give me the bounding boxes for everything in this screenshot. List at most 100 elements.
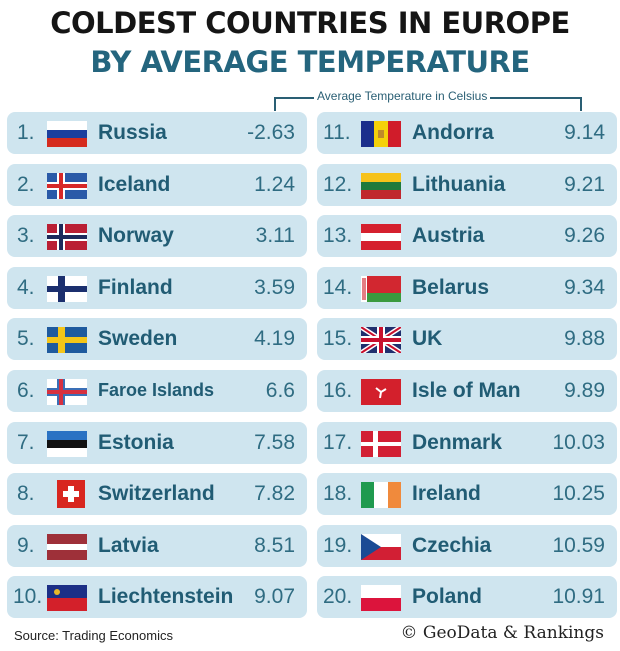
table-row: 2. Iceland 1.24	[7, 163, 307, 206]
austria-flag-icon	[361, 224, 401, 251]
table-row: 13. Austria 9.26	[317, 215, 617, 258]
table-row: 8. Switzerland 7.82	[7, 473, 307, 516]
credit: © GeoData & Rankings	[400, 623, 604, 643]
ranking-column-right: 11. Andorra 9.14 12. Lithuania 9.21 13. …	[317, 112, 617, 628]
norway-flag-icon	[47, 224, 87, 251]
country-name: Sweden	[98, 327, 178, 351]
czechia-flag-icon	[361, 533, 401, 560]
country-name: Liechtenstein	[98, 585, 234, 609]
rank: 13.	[323, 224, 353, 248]
temperature-value: 9.07	[254, 585, 295, 609]
temperature-value: 9.88	[564, 327, 605, 351]
rank: 12.	[323, 172, 353, 196]
estonia-flag-icon	[47, 430, 87, 457]
country-name: Latvia	[98, 533, 159, 557]
rank: 15.	[323, 327, 353, 351]
country-name: Lithuania	[412, 172, 506, 196]
andorra-flag-icon	[361, 121, 401, 147]
temperature-value: 9.14	[564, 121, 605, 144]
ireland-flag-icon	[361, 482, 401, 509]
subtitle: Average Temperature in Celsius	[314, 89, 491, 103]
country-name: Poland	[412, 585, 483, 609]
country-name: Denmark	[412, 430, 502, 454]
temperature-value: 10.25	[552, 482, 605, 506]
table-row: 16. Isle of Man 9.89	[317, 369, 617, 412]
temperature-value: 9.26	[564, 224, 605, 248]
iceland-flag-icon	[47, 172, 87, 199]
liechtenstein-flag-icon	[47, 585, 87, 612]
table-row: 1. Russia -2.63	[7, 112, 307, 154]
temperature-value: 7.58	[254, 430, 295, 454]
sweden-flag-icon	[47, 327, 87, 354]
rank: 6.	[17, 378, 35, 402]
russia-flag-icon	[47, 121, 87, 147]
temperature-value: 1.24	[254, 172, 295, 196]
country-name: Isle of Man	[412, 378, 521, 402]
table-row: 3. Norway 3.11	[7, 215, 307, 258]
poland-flag-icon	[361, 585, 401, 612]
table-row: 12. Lithuania 9.21	[317, 163, 617, 206]
rank: 1.	[17, 121, 35, 144]
temperature-value: 9.89	[564, 378, 605, 402]
country-name: Ireland	[412, 482, 481, 506]
rank: 14.	[323, 275, 353, 299]
country-name: Czechia	[412, 533, 492, 557]
table-row: 10. Liechtenstein 9.07	[7, 576, 307, 619]
table-row: 5. Sweden 4.19	[7, 318, 307, 361]
source-note: Source: Trading Economics	[14, 628, 173, 643]
rank: 11.	[323, 121, 351, 144]
rank: 19.	[323, 533, 353, 557]
country-name: Iceland	[98, 172, 171, 196]
title-line-1: COLDEST COUNTRIES IN EUROPE	[50, 6, 570, 40]
latvia-flag-icon	[47, 533, 87, 560]
country-name: Russia	[98, 121, 167, 144]
temperature-value: 3.11	[255, 224, 295, 248]
table-row: 19. Czechia 10.59	[317, 524, 617, 567]
rank: 5.	[17, 327, 35, 351]
country-name: Estonia	[98, 430, 174, 454]
rank: 3.	[17, 224, 35, 248]
temperature-value: 10.91	[552, 585, 605, 609]
rank: 10.	[13, 585, 43, 609]
country-name: UK	[412, 327, 443, 351]
table-row: 11. Andorra 9.14	[317, 112, 617, 154]
rank: 9.	[17, 533, 35, 557]
faroe-islands-flag-icon	[47, 378, 87, 405]
uk-flag-icon	[361, 327, 401, 354]
rank: 2.	[17, 172, 35, 196]
rank: 4.	[17, 275, 35, 299]
temperature-value: 10.03	[552, 430, 605, 454]
finland-flag-icon	[47, 275, 87, 302]
rank: 17.	[323, 430, 353, 454]
temperature-value: -2.63	[247, 121, 295, 144]
country-name: Andorra	[412, 121, 494, 144]
rank: 8.	[17, 482, 35, 506]
ranking-column-left: 1. Russia -2.63 2. Iceland 1.24 3. Norwa…	[7, 112, 307, 628]
table-row: 17. Denmark 10.03	[317, 421, 617, 464]
rank: 20.	[323, 585, 353, 609]
temperature-value: 6.6	[265, 378, 295, 402]
table-row: 7. Estonia 7.58	[7, 421, 307, 464]
temperature-value: 10.59	[552, 533, 605, 557]
rank: 7.	[17, 430, 35, 454]
rank: 18.	[323, 482, 353, 506]
country-name: Switzerland	[98, 482, 215, 506]
table-row: 14. Belarus 9.34	[317, 266, 617, 309]
table-row: 6. Faroe Islands 6.6	[7, 369, 307, 412]
table-row: 18. Ireland 10.25	[317, 473, 617, 516]
country-name: Faroe Islands	[98, 380, 215, 401]
belarus-flag-icon	[361, 275, 401, 302]
isle-of-man-flag-icon	[361, 378, 401, 405]
temperature-value: 8.51	[254, 533, 295, 557]
temperature-value: 9.21	[564, 172, 605, 196]
denmark-flag-icon	[361, 430, 401, 457]
temperature-value: 9.34	[564, 275, 605, 299]
temperature-value: 4.19	[254, 327, 295, 351]
country-name: Belarus	[412, 275, 490, 299]
temperature-value: 3.59	[254, 275, 295, 299]
country-name: Finland	[98, 275, 173, 299]
rank: 16.	[323, 378, 353, 402]
country-name: Norway	[98, 224, 174, 248]
table-row: 4. Finland 3.59	[7, 266, 307, 309]
temperature-value: 7.82	[254, 482, 295, 506]
